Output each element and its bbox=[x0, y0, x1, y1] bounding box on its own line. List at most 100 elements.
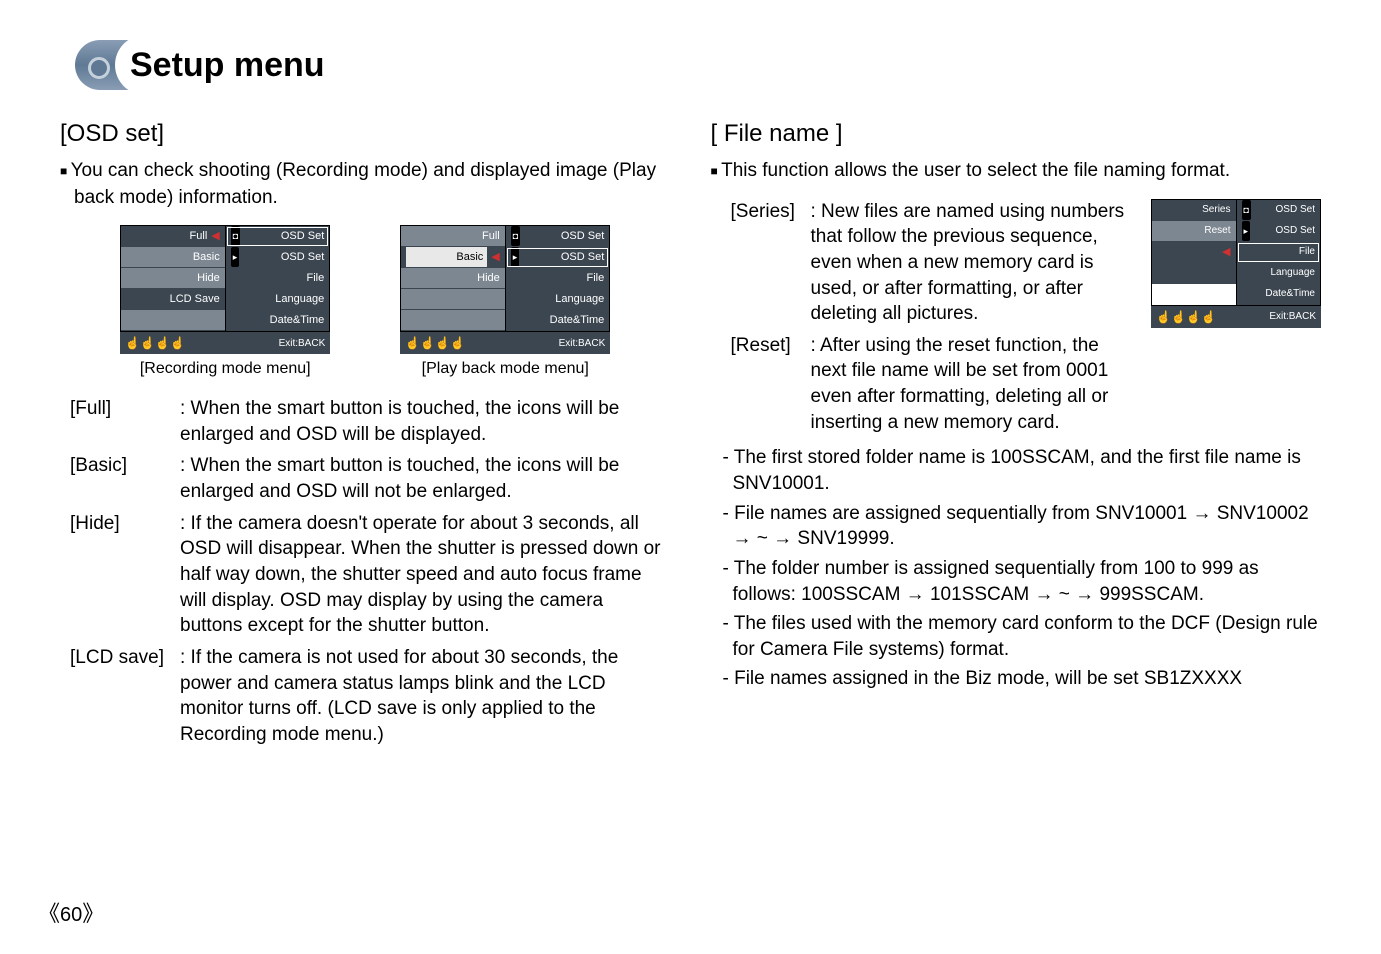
camera-icon: ◘ bbox=[1242, 200, 1251, 220]
finger-icons: ☝ ☝ ☝ ☝ bbox=[405, 336, 462, 350]
page-number: 60 bbox=[30, 892, 116, 932]
def-series-label: [Series] bbox=[731, 199, 811, 327]
play-right-row-0: ◘OSD Set bbox=[506, 226, 610, 247]
finger-icon: ☝ bbox=[170, 336, 182, 350]
file-definitions: [Series] : New files are named using num… bbox=[731, 199, 1140, 436]
def-reset-label: [Reset] bbox=[731, 333, 811, 436]
title-bar: Setup menu bbox=[60, 40, 1321, 95]
file-left-row-1: Reset bbox=[1152, 221, 1236, 242]
rec-menu-left-col: Full◀ Basic Hide LCD Save bbox=[121, 226, 226, 331]
file-right-row-4: Date&Time bbox=[1237, 284, 1321, 305]
play-left-row-0: Full bbox=[401, 226, 505, 247]
file-right-row-3: Language bbox=[1237, 263, 1321, 284]
file-left-row-0: Series bbox=[1152, 200, 1236, 221]
columns: [OSD set] You can check shooting (Record… bbox=[60, 110, 1321, 754]
finger-icon: ☝ bbox=[140, 336, 152, 350]
file-menu-screen: Series Reset ◀ ◘OSD Set ▸OSD Set File La… bbox=[1151, 199, 1321, 306]
recording-menu-screen: Full◀ Basic Hide LCD Save ◘OSD Set ▸OSD … bbox=[120, 225, 330, 332]
def-basic: [Basic] : When the smart button is touch… bbox=[70, 453, 671, 504]
play-menu-footer: ☝ ☝ ☝ ☝ Exit:BACK bbox=[400, 332, 610, 354]
left-arrow-icon: ◀ bbox=[1222, 242, 1230, 262]
play-right-row-4: Date&Time bbox=[506, 310, 610, 331]
def-series-body: : New files are named using numbers that… bbox=[811, 199, 1140, 327]
play-left-row-4 bbox=[401, 310, 505, 331]
file-right-row-2: File bbox=[1237, 242, 1321, 263]
def-lcdsave-body: : If the camera is not used for about 30… bbox=[180, 645, 671, 748]
rec-menu-right-col: ◘OSD Set ▸OSD Set File Language Date&Tim… bbox=[226, 226, 330, 331]
file-top-row: [Series] : New files are named using num… bbox=[711, 199, 1322, 442]
rec-left-row-2: Hide bbox=[121, 268, 225, 289]
play-right-row-1: ▸OSD Set bbox=[506, 247, 610, 268]
rec-right-row-4: Date&Time bbox=[226, 310, 330, 331]
def-hide-label: [Hide] bbox=[70, 511, 180, 639]
rec-left-row-3: LCD Save bbox=[121, 289, 225, 310]
rec-right-row-2: File bbox=[226, 268, 330, 289]
def-basic-body: : When the smart button is touched, the … bbox=[180, 453, 671, 504]
left-column: [OSD set] You can check shooting (Record… bbox=[60, 110, 671, 754]
play-icon: ▸ bbox=[1242, 221, 1251, 241]
finger-icon: ☝ bbox=[155, 336, 167, 350]
page-title: Setup menu bbox=[130, 40, 325, 90]
play-menu-right-col: ◘OSD Set ▸OSD Set File Language Date&Tim… bbox=[506, 226, 610, 331]
def-lcdsave: [LCD save] : If the camera is not used f… bbox=[70, 645, 671, 748]
finger-icon: ☝ bbox=[1156, 310, 1168, 324]
finger-icons: ☝ ☝ ☝ ☝ bbox=[1156, 310, 1213, 324]
finger-icons: ☝ ☝ ☝ ☝ bbox=[125, 336, 182, 350]
play-left-row-2: Hide bbox=[401, 268, 505, 289]
finger-icon: ☝ bbox=[1201, 310, 1213, 324]
file-footer-text: Exit:BACK bbox=[1269, 311, 1316, 322]
play-menu-caption: [Play back mode menu] bbox=[400, 360, 610, 378]
finger-icon: ☝ bbox=[405, 336, 417, 350]
def-full: [Full] : When the smart button is touche… bbox=[70, 396, 671, 447]
finger-icon: ☝ bbox=[420, 336, 432, 350]
play-menu-left-col: Full Basic◀ Hide bbox=[401, 226, 506, 331]
sub-3: - The files used with the memory card co… bbox=[733, 611, 1322, 662]
page: Setup menu [OSD set] You can check shoot… bbox=[0, 0, 1381, 954]
rec-left-row-4 bbox=[121, 310, 225, 331]
def-hide-body: : If the camera doesn't operate for abou… bbox=[180, 511, 671, 639]
file-left-row-3 bbox=[1152, 263, 1236, 284]
file-menu-footer: ☝ ☝ ☝ ☝ Exit:BACK bbox=[1151, 306, 1321, 328]
file-sub-list: - The first stored folder name is 100SSC… bbox=[711, 445, 1322, 692]
rec-right-row-1: ▸OSD Set bbox=[226, 247, 330, 268]
def-reset-body: : After using the reset function, the ne… bbox=[811, 333, 1140, 436]
play-right-row-2: File bbox=[506, 268, 610, 289]
def-reset: [Reset] : After using the reset function… bbox=[731, 333, 1140, 436]
camera-icon: ◘ bbox=[511, 226, 520, 246]
recording-mode-menu-box: Full◀ Basic Hide LCD Save ◘OSD Set ▸OSD … bbox=[120, 225, 330, 378]
finger-icon: ☝ bbox=[1186, 310, 1198, 324]
play-icon: ▸ bbox=[511, 247, 520, 267]
file-menu-left-col: Series Reset ◀ bbox=[1152, 200, 1237, 305]
rec-right-row-0: ◘OSD Set bbox=[226, 226, 330, 247]
def-hide: [Hide] : If the camera doesn't operate f… bbox=[70, 511, 671, 639]
play-left-row-3 bbox=[401, 289, 505, 310]
def-series: [Series] : New files are named using num… bbox=[731, 199, 1140, 327]
def-full-label: [Full] bbox=[70, 396, 180, 447]
finger-icon: ☝ bbox=[1171, 310, 1183, 324]
def-basic-label: [Basic] bbox=[70, 453, 180, 504]
file-left-row-2: ◀ bbox=[1152, 242, 1236, 263]
finger-icon: ☝ bbox=[435, 336, 447, 350]
play-footer-text: Exit:BACK bbox=[559, 338, 606, 349]
rec-right-row-3: Language bbox=[226, 289, 330, 310]
rec-menu-footer: ☝ ☝ ☝ ☝ Exit:BACK bbox=[120, 332, 330, 354]
osd-intro: You can check shooting (Recording mode) … bbox=[74, 158, 671, 211]
sub-0: - The first stored folder name is 100SSC… bbox=[733, 445, 1322, 496]
play-icon: ▸ bbox=[231, 247, 240, 267]
file-right-row-0: ◘OSD Set bbox=[1237, 200, 1321, 221]
rec-menu-caption: [Recording mode menu] bbox=[120, 360, 330, 378]
title-dot-icon bbox=[88, 57, 110, 79]
left-arrow-icon: ◀ bbox=[491, 247, 499, 267]
osd-definitions: [Full] : When the smart button is touche… bbox=[70, 396, 671, 747]
def-lcdsave-label: [LCD save] bbox=[70, 645, 180, 748]
sub-2: - The folder number is assigned sequenti… bbox=[733, 556, 1322, 607]
file-right-row-1: ▸OSD Set bbox=[1237, 221, 1321, 242]
file-intro: This function allows the user to select … bbox=[725, 158, 1322, 185]
finger-icon: ☝ bbox=[125, 336, 137, 350]
left-arrow-icon: ◀ bbox=[211, 226, 219, 246]
rec-left-row-1: Basic bbox=[121, 247, 225, 268]
file-defs-wrap: [Series] : New files are named using num… bbox=[711, 199, 1140, 442]
rec-left-row-0: Full◀ bbox=[121, 226, 225, 247]
sub-1: - File names are assigned sequentially f… bbox=[733, 501, 1322, 552]
def-full-body: : When the smart button is touched, the … bbox=[180, 396, 671, 447]
